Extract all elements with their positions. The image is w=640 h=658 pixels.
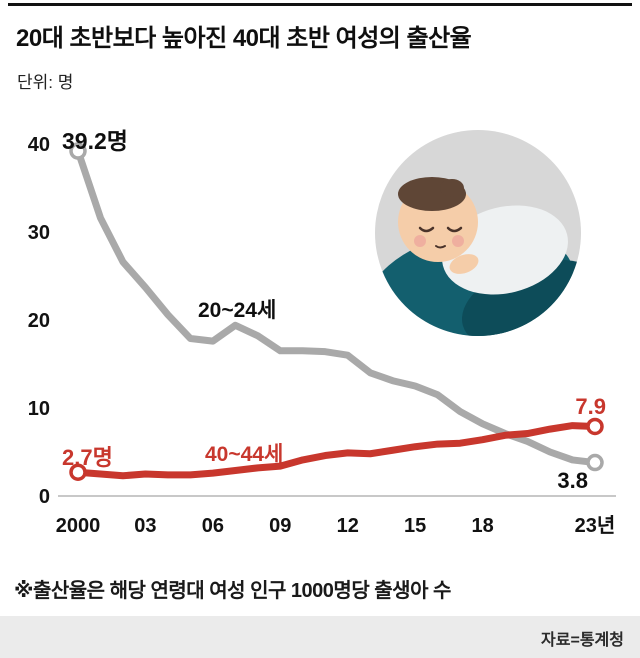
red-end-value-label: 7.9 [575,394,606,419]
series-endpoint-marker [69,463,87,481]
x-axis-tick: 2000 [56,515,101,537]
source-bar: 자료=통계청 [0,616,640,658]
series-label-20-24: 20~24세 [198,299,277,322]
gray-end-value-label: 3.8 [557,468,588,493]
x-axis-tick: 03 [134,515,156,537]
baby-illustration [375,130,581,336]
series-endpoint-marker [69,142,87,160]
y-axis-tick: 40 [28,134,50,156]
y-axis-tick: 0 [39,486,50,508]
series-endpoint-marker [586,417,604,436]
series-endpoint-marker [586,453,604,472]
unit-label: 단위: 명 [17,73,74,92]
series-line [74,422,599,480]
gray-start-value-label: 39.2명 [62,128,128,154]
y-axis-tick: 10 [28,398,50,420]
red-start-value-label: 2.7명 [62,445,113,470]
y-axis-tick: 30 [28,222,50,244]
source-label: 자료=통계청 [541,632,624,649]
top-divider [8,3,632,6]
y-axis-tick: 20 [28,310,50,332]
x-axis-tick: 09 [269,515,291,537]
x-axis-tick: 12 [337,515,359,537]
x-axis-tick: 06 [202,515,224,537]
footnote: ※출산율은 해당 연령대 여성 인구 1000명당 출생아 수 [14,580,451,602]
x-axis-tick: 18 [471,515,493,537]
x-axis-tick: 15 [404,515,426,537]
page-title: 20대 초반보다 높아진 40대 초반 여성의 출산율 [16,25,472,52]
x-axis-tick: 23년 [575,514,616,537]
series-label-40-44: 40~44세 [205,443,284,466]
